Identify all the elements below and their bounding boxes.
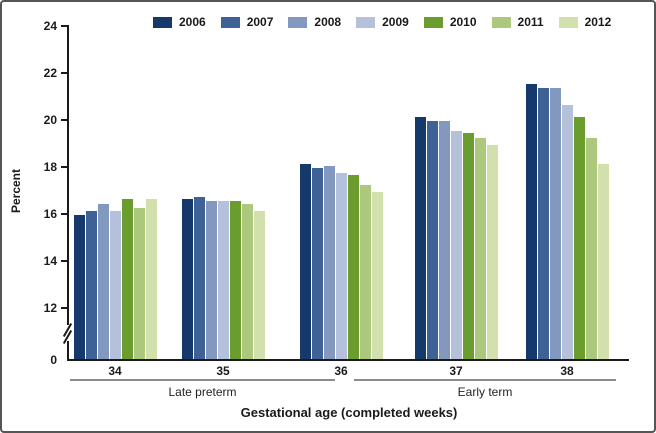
legend-item-2009: 2009 — [356, 15, 409, 29]
bar-2011-week38 — [586, 138, 597, 359]
group-underline — [354, 379, 616, 381]
y-tick — [61, 166, 67, 168]
legend-label: 2010 — [449, 15, 477, 29]
y-axis-title: Percent — [9, 168, 23, 214]
bar-2012-week35 — [254, 211, 265, 359]
bar-2012-week37 — [487, 145, 498, 359]
y-tick-label: 12 — [43, 301, 57, 315]
y-tick-label: 0 — [50, 353, 57, 367]
x-category-label: 38 — [560, 364, 574, 378]
bar-2008-week37 — [439, 121, 450, 359]
bar-2009-week37 — [451, 131, 462, 359]
bar-2010-week34 — [122, 199, 133, 359]
group-label: Early term — [457, 385, 513, 399]
legend-label: 2011 — [517, 15, 544, 29]
bar-2009-week38 — [562, 105, 573, 359]
bar-2011-week36 — [360, 185, 371, 359]
x-axis-title: Gestational age (completed weeks) — [240, 405, 458, 420]
y-tick-label: 20 — [43, 113, 57, 127]
legend-swatch-icon — [153, 16, 172, 28]
bar-2008-week38 — [550, 88, 561, 359]
bar-2009-week35 — [218, 201, 229, 359]
legend-swatch-icon — [491, 16, 511, 28]
legend-label: 2006 — [179, 15, 206, 29]
bar-2008-week36 — [324, 166, 335, 359]
legend-label: 2008 — [314, 15, 342, 29]
bar-2009-week34 — [110, 211, 121, 359]
bar-2008-week34 — [98, 204, 109, 359]
legend-label: 2007 — [246, 15, 274, 29]
bar-2006-week37 — [415, 117, 426, 359]
bar-2009-week36 — [336, 173, 347, 359]
x-category-label: 34 — [108, 364, 122, 378]
group-underline — [70, 379, 335, 381]
bar-2012-week36 — [372, 192, 383, 359]
y-tick — [61, 260, 67, 262]
y-tick-label: 24 — [43, 19, 57, 33]
y-tick — [61, 25, 67, 27]
legend-item-2007: 2007 — [220, 15, 274, 29]
chart-legend: 2006 2007 2008 2009 2010 2011 2012 — [153, 15, 626, 29]
bar-2007-week36 — [312, 168, 323, 359]
y-tick — [61, 72, 67, 74]
bar-2006-week36 — [300, 164, 311, 359]
bar-2010-week35 — [230, 201, 241, 359]
y-tick — [61, 119, 67, 121]
bar-2011-week35 — [242, 204, 253, 359]
x-axis-line — [67, 359, 629, 361]
x-category-label: 37 — [449, 364, 463, 378]
bar-2011-week37 — [475, 138, 486, 359]
bar-2007-week37 — [427, 121, 438, 359]
bar-2006-week34 — [74, 215, 85, 359]
legend-swatch-icon — [558, 16, 578, 28]
bar-2010-week37 — [463, 133, 474, 359]
group-label: Late preterm — [168, 385, 237, 399]
bar-2011-week34 — [134, 208, 145, 359]
legend-item-2008: 2008 — [288, 15, 341, 29]
y-tick — [61, 213, 67, 215]
legend-swatch-icon — [423, 16, 443, 28]
legend-swatch-icon — [356, 16, 376, 28]
bar-2007-week38 — [538, 88, 549, 359]
legend-swatch-icon — [220, 16, 240, 28]
y-tick — [61, 307, 67, 309]
x-category-label: 36 — [334, 364, 348, 378]
legend-item-2010: 2010 — [423, 15, 477, 29]
y-tick-label: 22 — [43, 66, 57, 80]
bar-2010-week36 — [348, 175, 359, 359]
y-axis-line — [67, 25, 69, 361]
bar-2012-week34 — [146, 199, 157, 359]
legend-item-2006: 2006 — [153, 15, 206, 29]
y-tick-label: 14 — [43, 254, 57, 268]
legend-item-2012: 2012 — [558, 15, 612, 29]
y-tick-label: 16 — [43, 207, 57, 221]
x-category-label: 35 — [216, 364, 230, 378]
bar-2007-week34 — [86, 211, 97, 359]
legend-label: 2012 — [584, 15, 612, 29]
legend-swatch-icon — [288, 16, 308, 28]
bar-2010-week38 — [574, 117, 585, 359]
bar-2007-week35 — [194, 197, 205, 359]
y-tick-label: 18 — [43, 160, 57, 174]
bar-2006-week35 — [182, 199, 193, 359]
bar-2006-week38 — [526, 84, 537, 359]
bar-2008-week35 — [206, 201, 217, 359]
bar-2012-week38 — [598, 164, 609, 359]
legend-item-2011: 2011 — [491, 15, 544, 29]
legend-label: 2009 — [382, 15, 409, 29]
